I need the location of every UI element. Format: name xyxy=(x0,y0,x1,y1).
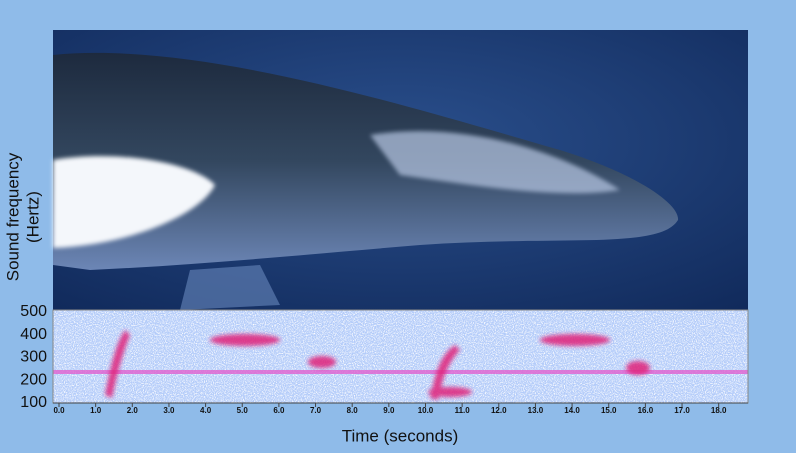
x-tick-label: 4.0 xyxy=(200,406,212,415)
y-axis-label: (Hertz) xyxy=(23,191,42,243)
x-tick-label: 7.0 xyxy=(310,406,322,415)
x-tick-label: 11.0 xyxy=(455,406,471,415)
x-tick-label: 17.0 xyxy=(674,406,690,415)
x-tick-label: 3.0 xyxy=(163,406,175,415)
whale-photo xyxy=(53,30,748,310)
x-tick-label: 12.0 xyxy=(491,406,507,415)
x-tick-label: 16.0 xyxy=(638,406,654,415)
x-axis-label: Time (seconds) xyxy=(342,426,459,445)
x-tick-label: 1.0 xyxy=(90,406,102,415)
y-axis-label: Sound frequency (Hertz) xyxy=(3,152,42,281)
x-tick-label: 13.0 xyxy=(528,406,544,415)
x-tick-label: 10.0 xyxy=(418,406,434,415)
x-tick-label: 5.0 xyxy=(237,406,249,415)
y-axis-label: Sound frequency xyxy=(3,152,22,281)
x-tick-label: 2.0 xyxy=(127,406,139,415)
x-tick-label: 15.0 xyxy=(601,406,617,415)
x-tick-label: 9.0 xyxy=(383,406,395,415)
y-tick-label: 100 xyxy=(20,394,47,411)
y-tick-label: 400 xyxy=(20,326,47,343)
x-tick-label: 0.0 xyxy=(53,406,65,415)
x-tick-label: 8.0 xyxy=(347,406,359,415)
y-tick-label: 500 xyxy=(20,303,47,320)
x-tick-label: 18.0 xyxy=(711,406,727,415)
spectrogram xyxy=(52,309,749,404)
x-tick-label: 6.0 xyxy=(273,406,285,415)
y-tick-label: 300 xyxy=(20,349,47,366)
x-tick-label: 14.0 xyxy=(564,406,580,415)
y-tick-label: 200 xyxy=(20,371,47,388)
